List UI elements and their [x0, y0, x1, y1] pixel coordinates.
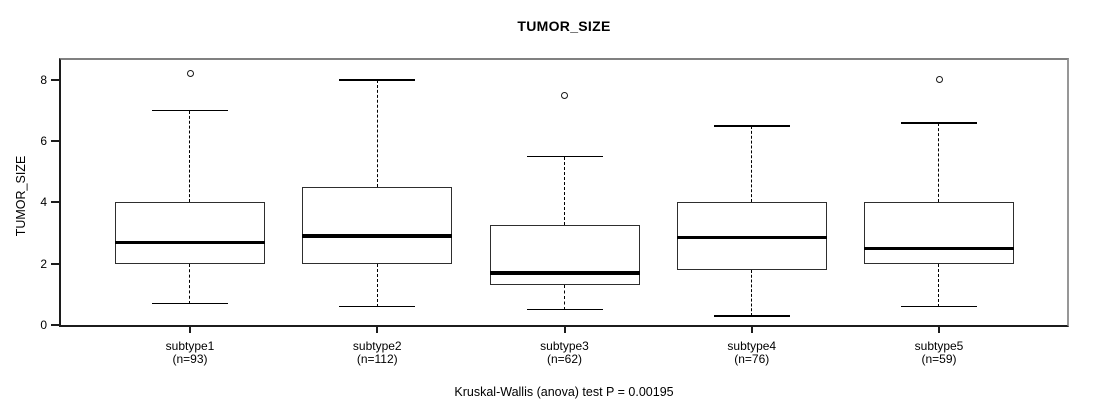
- x-count-label: (n=93): [172, 352, 208, 366]
- upper-whisker-line: [563, 156, 565, 226]
- upper-whisker-cap: [526, 155, 603, 158]
- median-line: [676, 235, 827, 240]
- y-tick-mark: [51, 324, 59, 326]
- x-count-label: (n=59): [921, 352, 957, 366]
- y-tick-mark: [51, 78, 59, 81]
- upper-whisker-line: [376, 79, 378, 188]
- x-tick-mark: [376, 327, 379, 333]
- iqr-box: [115, 202, 265, 264]
- upper-whisker-cap: [901, 122, 977, 124]
- median-line: [302, 234, 453, 238]
- lower-whisker-cap: [526, 308, 603, 311]
- outlier-point: [561, 91, 568, 99]
- upper-whisker-cap: [713, 125, 790, 127]
- lower-whisker-cap: [713, 315, 790, 317]
- y-tick-label: 6: [40, 134, 47, 149]
- lower-whisker-line: [376, 263, 378, 307]
- y-tick-mark: [51, 201, 59, 204]
- x-tick-mark: [563, 327, 566, 333]
- median-line: [115, 240, 265, 244]
- lower-whisker-line: [938, 263, 940, 307]
- x-tick-mark: [750, 327, 753, 333]
- x-count-label: (n=62): [546, 352, 583, 366]
- upper-whisker-cap: [339, 79, 416, 81]
- iqr-box: [302, 187, 453, 264]
- plot-area: [59, 58, 1069, 327]
- lower-whisker-cap: [339, 305, 416, 308]
- chart-title: TUMOR_SIZE: [517, 18, 611, 34]
- outlier-point: [186, 70, 194, 78]
- y-tick-label: 0: [40, 318, 47, 332]
- x-category-label: subtype1: [165, 339, 215, 353]
- x-category-label: subtype2: [352, 339, 402, 353]
- x-category-label: subtype3: [540, 339, 589, 353]
- x-tick-mark: [189, 327, 191, 333]
- lower-whisker-line: [751, 269, 752, 316]
- lower-whisker-line: [189, 263, 191, 304]
- upper-whisker-line: [751, 125, 752, 203]
- y-tick-mark: [51, 262, 59, 265]
- upper-whisker-line: [189, 110, 191, 203]
- x-count-label: (n=76): [734, 352, 770, 366]
- median-line: [489, 271, 640, 275]
- y-tick-label: 8: [40, 72, 47, 87]
- upper-whisker-cap: [152, 109, 228, 112]
- y-tick-mark: [51, 140, 59, 143]
- x-tick-mark: [938, 327, 940, 333]
- iqr-box: [864, 202, 1014, 264]
- upper-whisker-line: [938, 122, 940, 203]
- median-line: [864, 246, 1014, 251]
- lower-whisker-line: [563, 285, 565, 310]
- lower-whisker-cap: [901, 305, 977, 308]
- outlier-point: [935, 76, 943, 84]
- x-category-label: subtype4: [727, 339, 777, 353]
- y-tick-label: 2: [40, 256, 47, 271]
- iqr-box: [489, 225, 640, 286]
- lower-whisker-cap: [152, 302, 228, 305]
- y-tick-label: 4: [40, 195, 47, 210]
- x-count-label: (n=112): [356, 352, 398, 366]
- stat-annotation: Kruskal-Wallis (anova) test P = 0.00195: [454, 385, 674, 399]
- x-category-label: subtype5: [914, 339, 964, 353]
